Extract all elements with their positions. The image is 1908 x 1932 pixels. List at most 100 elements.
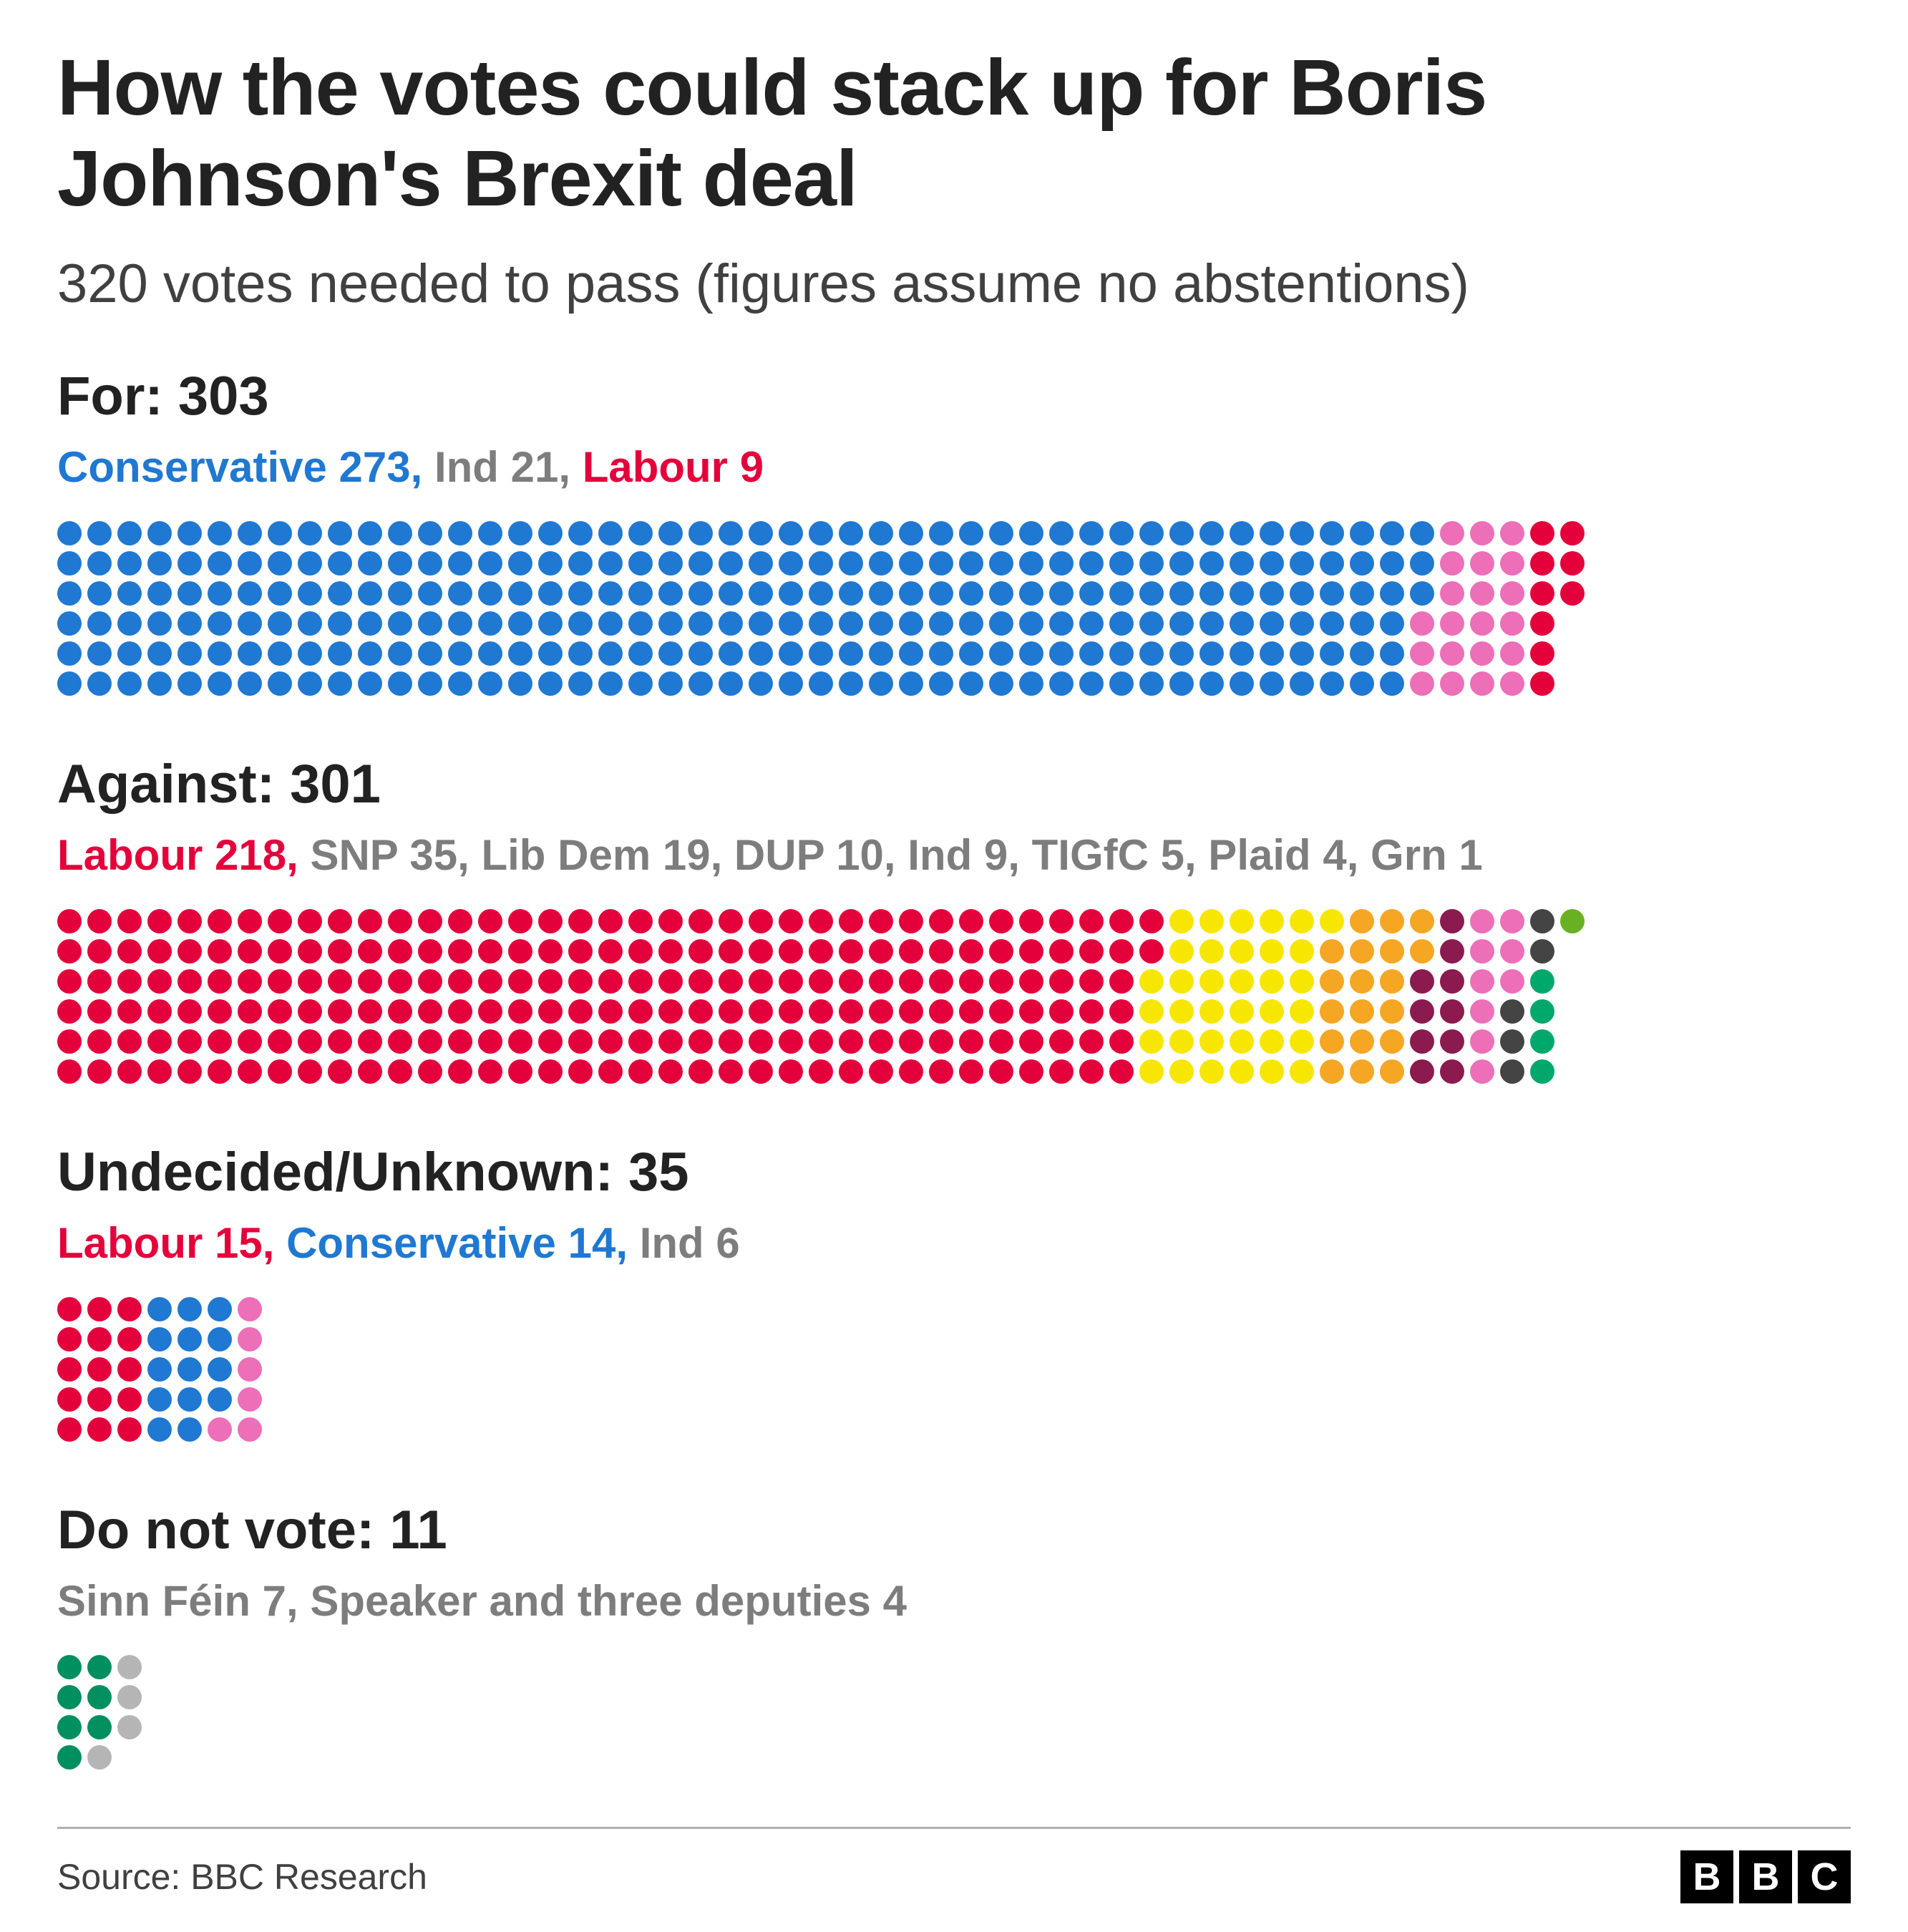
vote-dot bbox=[358, 969, 382, 994]
vote-dot bbox=[478, 909, 502, 933]
vote-dot bbox=[959, 1029, 983, 1054]
vote-dot bbox=[117, 999, 142, 1024]
dot-grid bbox=[57, 909, 1851, 1084]
vote-dot bbox=[538, 999, 563, 1024]
vote-dot bbox=[959, 909, 983, 933]
vote-dot bbox=[899, 551, 923, 576]
vote-dot bbox=[328, 641, 352, 666]
vote-dot bbox=[478, 939, 502, 963]
vote-dot bbox=[117, 1059, 142, 1084]
vote-dot bbox=[1199, 969, 1224, 994]
vote-dot bbox=[538, 969, 563, 994]
vote-dot bbox=[57, 1297, 82, 1321]
vote-dot bbox=[1109, 939, 1134, 963]
vote-dot bbox=[538, 939, 563, 963]
vote-dot bbox=[1139, 671, 1164, 696]
vote-dot bbox=[1440, 581, 1464, 606]
vote-dot bbox=[779, 1029, 803, 1054]
vote-dot bbox=[328, 1029, 352, 1054]
vote-dot bbox=[1500, 969, 1524, 994]
vote-dot bbox=[358, 581, 382, 606]
vote-dot bbox=[1139, 611, 1164, 636]
vote-dot bbox=[117, 1297, 142, 1321]
vote-dot bbox=[328, 671, 352, 696]
vote-dot bbox=[1320, 551, 1344, 576]
vote-dot bbox=[508, 671, 532, 696]
vote-dot bbox=[1500, 641, 1524, 666]
vote-dot bbox=[87, 1685, 112, 1709]
vote-dot bbox=[298, 611, 322, 636]
vote-dot bbox=[568, 551, 593, 576]
vote-dot bbox=[1199, 521, 1224, 545]
vote-dot bbox=[899, 521, 923, 545]
vote-dot bbox=[1139, 641, 1164, 666]
sections-container: For: 303Conservative 273, Ind 21, Labour… bbox=[57, 365, 1851, 1770]
vote-dot bbox=[1290, 909, 1314, 933]
vote-dot bbox=[117, 1029, 142, 1054]
vote-dot bbox=[809, 581, 833, 606]
vote-dot bbox=[719, 581, 743, 606]
vote-dot bbox=[1199, 1029, 1224, 1054]
vote-dot bbox=[839, 641, 863, 666]
vote-dot bbox=[719, 551, 743, 576]
vote-dot bbox=[1530, 909, 1554, 933]
vote-dot bbox=[598, 641, 623, 666]
section-donotvote: Do not vote: 11Sinn Féin 7, Speaker and … bbox=[57, 1499, 1851, 1770]
vote-dot bbox=[117, 551, 142, 576]
vote-dot bbox=[658, 939, 683, 963]
vote-dot bbox=[57, 1059, 82, 1084]
vote-dot bbox=[57, 1417, 82, 1442]
dot-row bbox=[57, 999, 1851, 1024]
vote-dot bbox=[1139, 521, 1164, 545]
vote-dot bbox=[1320, 521, 1344, 545]
vote-dot bbox=[1500, 909, 1524, 933]
vote-dot bbox=[1260, 671, 1284, 696]
vote-dot bbox=[1290, 641, 1314, 666]
vote-dot bbox=[628, 1029, 653, 1054]
vote-dot bbox=[1260, 521, 1284, 545]
vote-dot bbox=[328, 999, 352, 1024]
vote-dot bbox=[177, 641, 202, 666]
vote-dot bbox=[268, 641, 292, 666]
vote-dot bbox=[238, 1297, 262, 1321]
vote-dot bbox=[57, 611, 82, 636]
vote-dot bbox=[87, 671, 112, 696]
vote-dot bbox=[1380, 521, 1404, 545]
vote-dot bbox=[598, 969, 623, 994]
chart-container: How the votes could stack up for Boris J… bbox=[0, 0, 1908, 1932]
dot-row bbox=[57, 939, 1851, 963]
vote-dot bbox=[177, 551, 202, 576]
dot-grid bbox=[57, 1297, 1851, 1442]
vote-dot bbox=[628, 521, 653, 545]
vote-dot bbox=[658, 1059, 683, 1084]
vote-dot bbox=[1560, 909, 1585, 933]
vote-dot bbox=[929, 581, 953, 606]
vote-dot bbox=[1230, 969, 1254, 994]
vote-dot bbox=[989, 551, 1013, 576]
vote-dot bbox=[628, 551, 653, 576]
vote-dot bbox=[1169, 611, 1194, 636]
vote-dot bbox=[1350, 909, 1374, 933]
vote-dot bbox=[268, 551, 292, 576]
vote-dot bbox=[388, 641, 412, 666]
vote-dot bbox=[929, 611, 953, 636]
vote-dot bbox=[448, 551, 472, 576]
vote-dot bbox=[1199, 671, 1224, 696]
vote-dot bbox=[478, 1059, 502, 1084]
vote-dot bbox=[1290, 969, 1314, 994]
vote-dot bbox=[779, 521, 803, 545]
vote-dot bbox=[1079, 641, 1104, 666]
vote-dot bbox=[208, 939, 232, 963]
vote-dot bbox=[177, 1327, 202, 1351]
vote-dot bbox=[989, 1059, 1013, 1084]
vote-dot bbox=[568, 611, 593, 636]
vote-dot bbox=[839, 581, 863, 606]
vote-dot bbox=[177, 1029, 202, 1054]
vote-dot bbox=[57, 641, 82, 666]
vote-dot bbox=[208, 1357, 232, 1382]
vote-dot bbox=[839, 671, 863, 696]
vote-dot bbox=[328, 521, 352, 545]
vote-dot bbox=[1380, 1059, 1404, 1084]
vote-dot bbox=[268, 1029, 292, 1054]
vote-dot bbox=[1019, 1059, 1043, 1084]
